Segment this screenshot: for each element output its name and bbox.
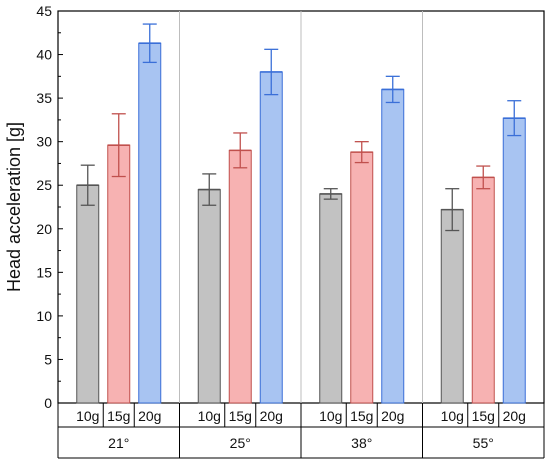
y-tick-label: 5: [44, 351, 52, 367]
y-tick-label: 35: [36, 90, 52, 106]
bar-10g-3: [440, 209, 464, 404]
y-tick-label: 45: [36, 3, 52, 19]
bar-15g-2: [350, 151, 374, 404]
y-axis-title: Head acceleration [g]: [4, 122, 24, 292]
subcategory-label: 15g: [229, 408, 252, 424]
subcategory-label: 15g: [107, 408, 130, 424]
bars: [76, 42, 526, 404]
group-label: 25°: [230, 435, 251, 451]
subcategory-label: 20g: [381, 408, 404, 424]
subcategory-label: 10g: [76, 408, 99, 424]
bar-15g-3: [471, 176, 495, 404]
bar-15g-1: [228, 149, 252, 404]
bar-10g-0: [76, 184, 100, 404]
y-tick-label: 15: [36, 264, 52, 280]
group-label: 38°: [351, 435, 372, 451]
y-tick-label: 25: [36, 177, 52, 193]
group-separators: [179, 11, 423, 403]
y-tick-label: 0: [44, 395, 52, 411]
y-tick-label: 40: [36, 47, 52, 63]
y-axis: 0 5 10 15 20 25 30 35 40 45: [36, 3, 63, 411]
group-label: 21°: [108, 435, 129, 451]
bar-10g-1: [197, 189, 221, 404]
y-tick-label: 20: [36, 221, 52, 237]
bar-10g-2: [319, 193, 343, 404]
subcategory-label: 10g: [319, 408, 342, 424]
x-axis-table: 10g 15g 20g 21° 10g 15g 20g 25° 10g 15g 20g 38° 10g 1…: [57, 403, 545, 459]
error-bars: [76, 23, 526, 232]
bar-20g-2: [381, 88, 405, 404]
bar-15g-0: [107, 144, 131, 404]
subcategory-label: 10g: [441, 408, 464, 424]
bar-20g-3: [502, 117, 526, 404]
bar-20g-1: [259, 71, 283, 404]
bar-20g-0: [138, 42, 162, 404]
y-tick-label: 30: [36, 134, 52, 150]
subcategory-label: 15g: [472, 408, 495, 424]
subcategory-label: 20g: [138, 408, 161, 424]
subcategory-label: 15g: [350, 408, 373, 424]
y-tick-label: 10: [36, 308, 52, 324]
subcategory-label: 20g: [260, 408, 283, 424]
group-label: 55°: [473, 435, 494, 451]
subcategory-label: 20g: [503, 408, 526, 424]
subcategory-label: 10g: [198, 408, 221, 424]
